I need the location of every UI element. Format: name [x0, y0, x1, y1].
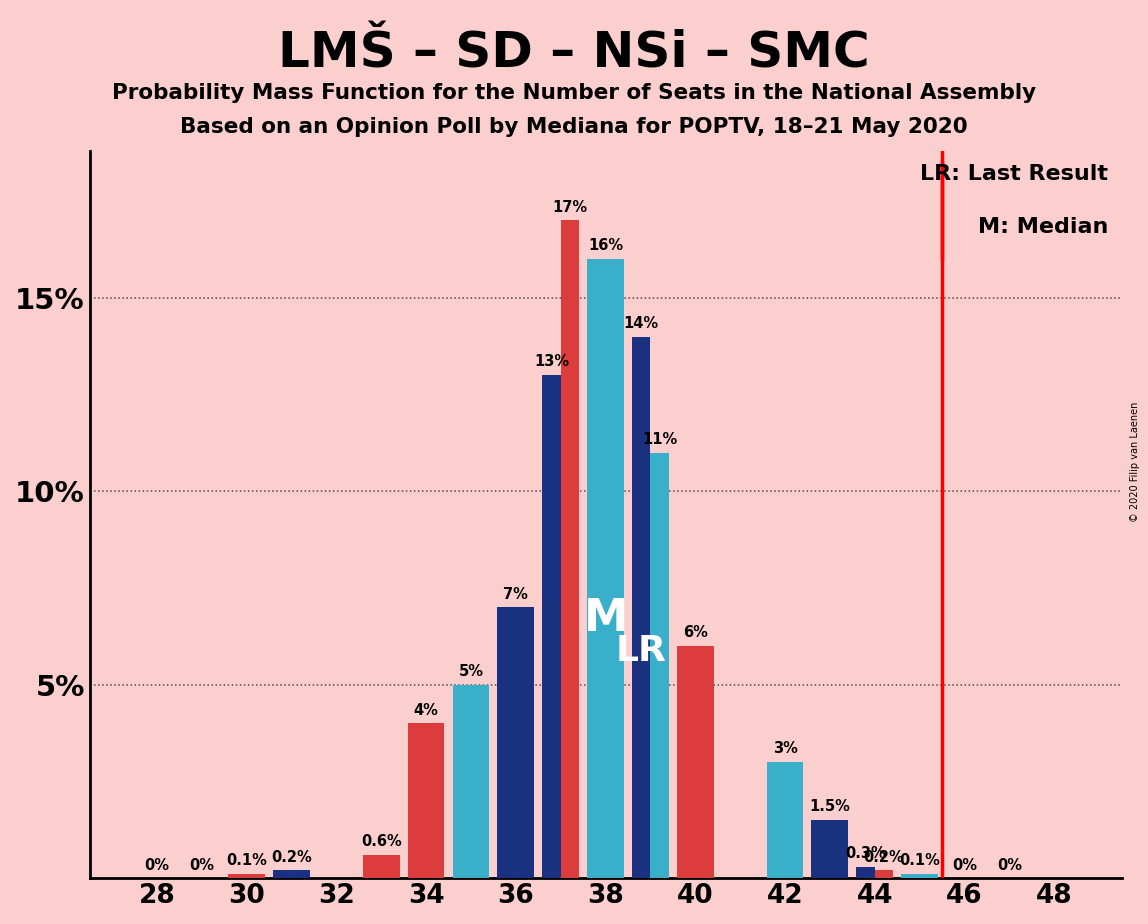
Text: 16%: 16%: [588, 238, 623, 253]
Bar: [497, 607, 534, 878]
Text: © 2020 Filip van Laenen: © 2020 Filip van Laenen: [1130, 402, 1140, 522]
Text: 0%: 0%: [996, 858, 1022, 873]
Bar: [677, 646, 714, 878]
Text: LR: Last Result: LR: Last Result: [920, 164, 1108, 185]
Text: 6%: 6%: [683, 626, 707, 640]
Bar: [273, 870, 310, 878]
Text: LMŠ – SD – NSi – SMC: LMŠ – SD – NSi – SMC: [278, 30, 870, 78]
Text: 14%: 14%: [623, 316, 659, 331]
Text: LR: LR: [615, 634, 667, 668]
Bar: [767, 762, 804, 878]
Text: Based on an Opinion Poll by Mediana for POPTV, 18–21 May 2020: Based on an Opinion Poll by Mediana for …: [180, 117, 968, 138]
Bar: [408, 723, 444, 878]
Text: 0%: 0%: [952, 858, 977, 873]
Text: 0.2%: 0.2%: [863, 849, 905, 865]
Bar: [363, 855, 400, 878]
Text: 4%: 4%: [413, 702, 439, 718]
Text: 0.2%: 0.2%: [271, 849, 312, 865]
Text: 0.1%: 0.1%: [226, 854, 267, 869]
Text: 0%: 0%: [189, 858, 215, 873]
Text: Probability Mass Function for the Number of Seats in the National Assembly: Probability Mass Function for the Number…: [113, 83, 1035, 103]
Bar: [542, 375, 560, 878]
Text: 5%: 5%: [458, 664, 483, 679]
Bar: [812, 821, 848, 878]
Bar: [452, 685, 489, 878]
Bar: [875, 870, 893, 878]
Text: 3%: 3%: [773, 741, 798, 756]
Text: 0.6%: 0.6%: [360, 834, 402, 849]
Text: 13%: 13%: [534, 355, 569, 370]
Bar: [633, 336, 651, 878]
Text: 0.3%: 0.3%: [845, 845, 886, 861]
Bar: [901, 874, 938, 878]
Text: 0.1%: 0.1%: [899, 854, 940, 869]
Bar: [560, 221, 579, 878]
Bar: [856, 867, 875, 878]
Text: 1.5%: 1.5%: [809, 799, 851, 814]
Text: LMŠ – SD – NSi – SMC: LMŠ – SD – NSi – SMC: [1084, 166, 1099, 168]
Text: 0%: 0%: [145, 858, 170, 873]
Text: 11%: 11%: [642, 432, 677, 447]
Text: M: M: [583, 597, 628, 639]
Bar: [228, 874, 265, 878]
Bar: [587, 259, 625, 878]
Bar: [651, 453, 669, 878]
Text: M: Median: M: Median: [978, 216, 1108, 237]
Text: 7%: 7%: [503, 587, 528, 602]
Text: 17%: 17%: [552, 200, 588, 214]
